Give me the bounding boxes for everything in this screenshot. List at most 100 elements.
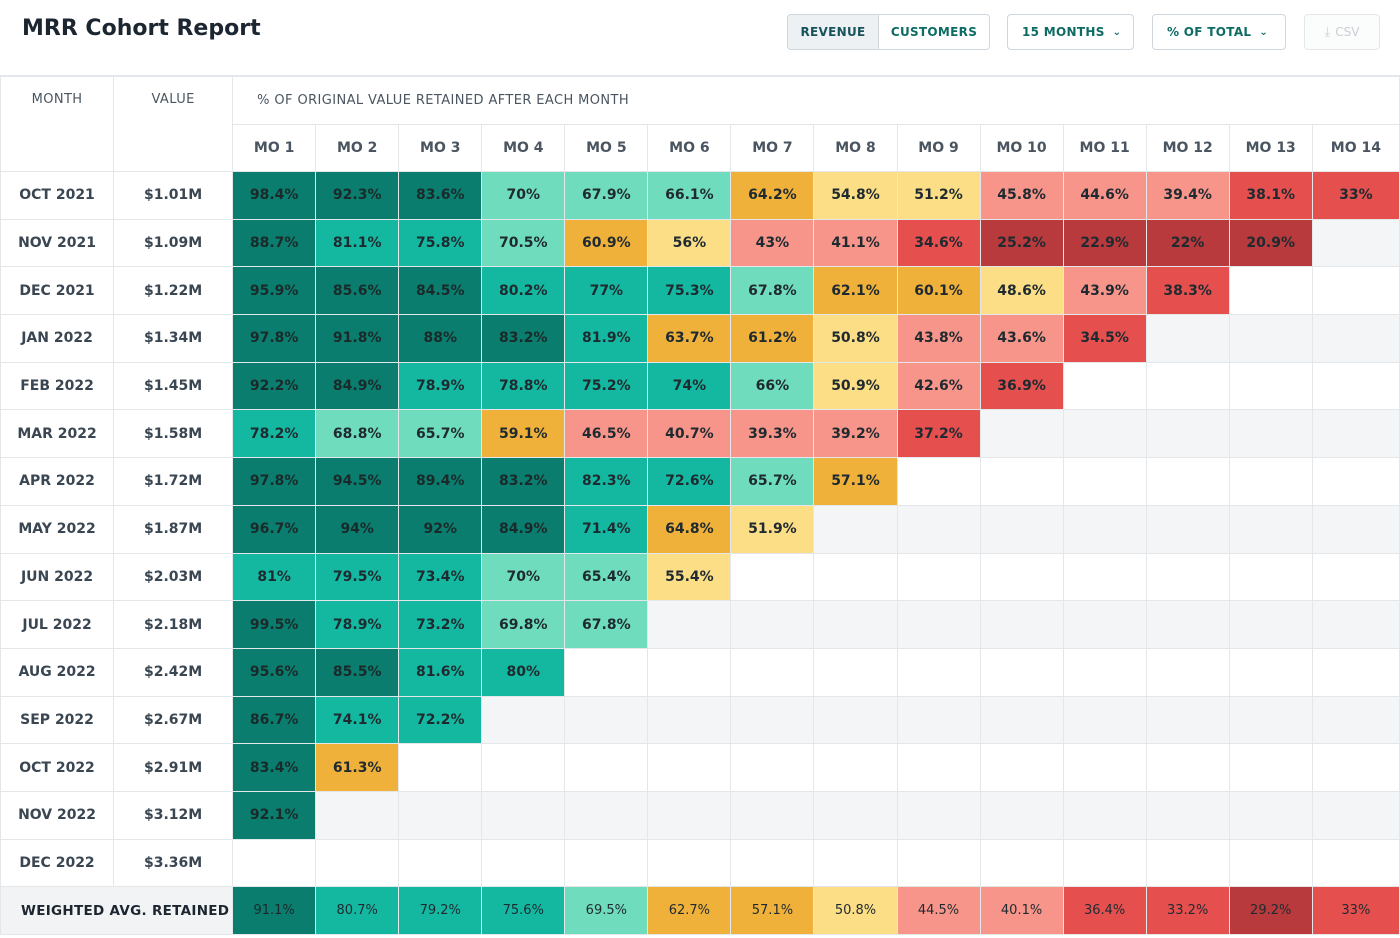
retention-cell: 70.5% <box>481 218 566 268</box>
percent-dropdown[interactable]: % OF TOTAL ⌄ <box>1152 14 1286 50</box>
retention-cell: 20.9% <box>1228 218 1313 268</box>
empty-cell <box>813 600 898 649</box>
empty-cell <box>730 695 815 745</box>
empty-cell <box>979 695 1064 745</box>
month-offset-header: MO 4 <box>481 124 566 172</box>
empty-cell <box>1228 600 1313 649</box>
customers-button[interactable]: CUSTOMERS <box>879 15 989 49</box>
cohort-value: $1.01M <box>113 171 234 220</box>
empty-cell <box>813 838 898 888</box>
month-offset-header: MO 3 <box>398 124 483 172</box>
empty-cell <box>1145 695 1230 745</box>
empty-cell <box>1145 790 1230 840</box>
revenue-button[interactable]: REVENUE <box>788 15 879 49</box>
page-title: MRR Cohort Report <box>22 16 261 41</box>
empty-cell <box>813 552 898 602</box>
retention-cell: 48.6% <box>979 266 1064 316</box>
cohort-month: SEP 2022 <box>0 695 115 745</box>
retention-cell: 94% <box>315 504 400 554</box>
table-row: JUL 2022 $2.18M 99.5% 78.9% 73.2% 69.8% 67.8% <box>0 600 1400 649</box>
retention-cell: 98.4% <box>232 171 317 220</box>
retention-cell: 73.4% <box>398 552 483 602</box>
weighted-average-row: WEIGHTED AVG. RETAINED 91.1% 80.7% 79.2% 75.… <box>0 886 1400 936</box>
cohort-month: NOV 2022 <box>0 790 115 840</box>
retention-cell: 75.3% <box>647 266 732 316</box>
retention-cell: 66.1% <box>647 171 732 220</box>
month-offset-header: MO 8 <box>813 124 898 172</box>
cohort-table: MONTH VALUE % OF ORIGINAL VALUE RETAINED… <box>0 76 1400 936</box>
table-row: MAR 2022 $1.58M 78.2% 68.8% 65.7% 59.1% 46.5% 4… <box>0 409 1400 459</box>
retention-cell: 56% <box>647 218 732 268</box>
retention-cell: 67.9% <box>564 171 649 220</box>
retention-cell: 41.1% <box>813 218 898 268</box>
retention-cell: 22.9% <box>1062 218 1147 268</box>
retention-cell: 62.1% <box>813 266 898 316</box>
empty-cell <box>979 457 1064 506</box>
empty-cell <box>1145 647 1230 697</box>
empty-cell <box>730 552 815 602</box>
month-offset-header: MO 10 <box>979 124 1064 172</box>
empty-cell <box>1311 790 1400 840</box>
cohort-month: AUG 2022 <box>0 647 115 697</box>
empty-cell <box>1311 457 1400 506</box>
cohort-value: $2.67M <box>113 695 234 745</box>
empty-cell <box>813 743 898 792</box>
average-cell: 33.2% <box>1145 886 1230 936</box>
average-cell: 29.2% <box>1228 886 1313 936</box>
average-cell: 33% <box>1311 886 1400 936</box>
chevron-down-icon: ⌄ <box>1259 26 1269 38</box>
retained-header: % OF ORIGINAL VALUE RETAINED AFTER EACH … <box>232 76 1400 125</box>
cohort-month: FEB 2022 <box>0 361 115 411</box>
empty-cell <box>1062 504 1147 554</box>
empty-cell <box>896 457 981 506</box>
empty-cell <box>896 504 981 554</box>
retention-cell: 51.2% <box>896 171 981 220</box>
empty-cell <box>398 743 483 792</box>
retention-cell: 67.8% <box>730 266 815 316</box>
empty-cell <box>979 790 1064 840</box>
retention-cell: 69.8% <box>481 600 566 649</box>
cohort-month: MAR 2022 <box>0 409 115 459</box>
average-cell: 57.1% <box>730 886 815 936</box>
empty-cell <box>1311 552 1400 602</box>
retention-cell: 66% <box>730 361 815 411</box>
cohort-month: DEC 2021 <box>0 266 115 316</box>
empty-cell <box>896 600 981 649</box>
retention-cell: 83.2% <box>481 314 566 363</box>
retention-cell: 84.5% <box>398 266 483 316</box>
retention-cell: 34.5% <box>1062 314 1147 363</box>
retention-cell: 43.6% <box>979 314 1064 363</box>
retention-cell: 77% <box>564 266 649 316</box>
retention-cell: 61.2% <box>730 314 815 363</box>
retention-cell: 39.2% <box>813 409 898 459</box>
retention-cell: 78.2% <box>232 409 317 459</box>
retention-cell: 88% <box>398 314 483 363</box>
retention-cell: 95.6% <box>232 647 317 697</box>
retention-cell: 82.3% <box>564 457 649 506</box>
retention-cell: 86.7% <box>232 695 317 745</box>
empty-cell <box>979 743 1064 792</box>
csv-download-button[interactable]: ⤓ CSV <box>1304 14 1380 50</box>
retention-cell: 81.6% <box>398 647 483 697</box>
retention-cell: 95.9% <box>232 266 317 316</box>
retention-cell: 60.1% <box>896 266 981 316</box>
empty-cell <box>979 838 1064 888</box>
retention-cell: 96.7% <box>232 504 317 554</box>
table-row: NOV 2022 $3.12M 92.1% <box>0 790 1400 840</box>
month-offset-header: MO 5 <box>564 124 649 172</box>
month-offset-header: MO 11 <box>1062 124 1147 172</box>
empty-cell <box>398 790 483 840</box>
empty-cell <box>979 504 1064 554</box>
empty-cell <box>1228 838 1313 888</box>
empty-cell <box>896 743 981 792</box>
retention-cell: 65.7% <box>398 409 483 459</box>
cohort-value: $3.36M <box>113 838 234 888</box>
retention-cell: 85.5% <box>315 647 400 697</box>
cohort-value: $1.58M <box>113 409 234 459</box>
retention-cell: 84.9% <box>315 361 400 411</box>
month-offset-header: MO 13 <box>1228 124 1313 172</box>
average-cell: 75.6% <box>481 886 566 936</box>
months-dropdown[interactable]: 15 MONTHS ⌄ <box>1007 14 1134 50</box>
cohort-value: $1.45M <box>113 361 234 411</box>
empty-cell <box>979 409 1064 459</box>
